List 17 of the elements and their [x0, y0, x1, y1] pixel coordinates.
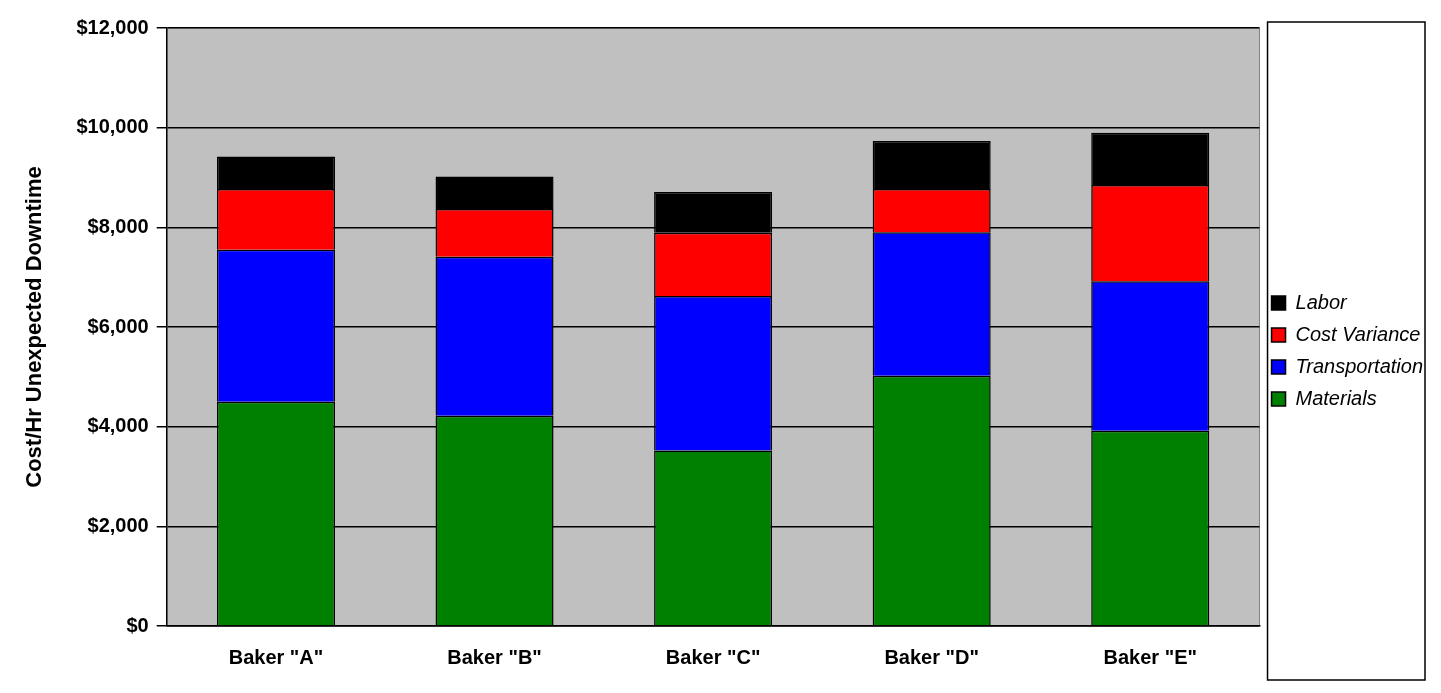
- legend-label: Labor: [1295, 290, 1349, 313]
- legend-label: Materials: [1295, 386, 1377, 409]
- y-tick-label: $0: [126, 613, 149, 636]
- y-axis-title: Cost/Hr Unexpected Downtime: [21, 166, 47, 488]
- y-tick-label: $2,000: [87, 513, 149, 536]
- x-tick-label: Baker "D": [884, 645, 979, 668]
- x-tick-label: Baker "E": [1103, 645, 1197, 668]
- y-tick-label: $10,000: [76, 115, 149, 138]
- x-tick-label: Baker "C": [665, 645, 761, 668]
- legend-label: Transportation: [1295, 354, 1424, 377]
- y-tick-label: $4,000: [87, 414, 149, 437]
- y-tick-label: $8,000: [87, 214, 149, 237]
- y-tick-label: $12,000: [76, 15, 149, 38]
- y-tick-label: $6,000: [87, 314, 149, 337]
- legend-label: Cost Variance: [1295, 322, 1421, 345]
- x-tick-label: Baker "B": [447, 645, 542, 668]
- x-tick-label: Baker "A": [228, 645, 324, 668]
